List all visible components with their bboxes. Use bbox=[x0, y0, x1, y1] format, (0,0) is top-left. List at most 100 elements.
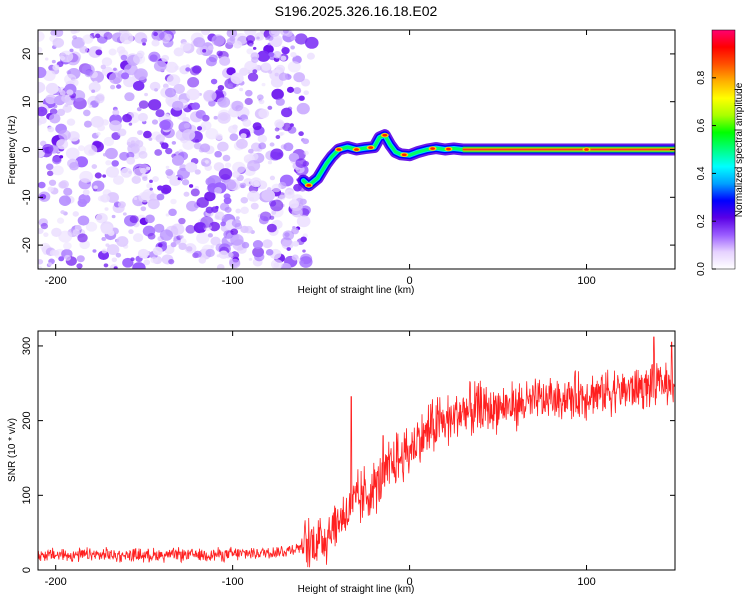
noise-blob bbox=[170, 198, 177, 205]
snr-series-line bbox=[38, 336, 675, 568]
noise-blob bbox=[207, 45, 214, 51]
noise-blob bbox=[232, 124, 238, 130]
noise-blob bbox=[245, 89, 253, 97]
noise-blob bbox=[190, 188, 200, 197]
noise-blob bbox=[103, 31, 113, 40]
noise-blob bbox=[189, 66, 201, 76]
noise-blob bbox=[88, 104, 93, 109]
noise-blob bbox=[142, 42, 146, 46]
noise-blob bbox=[72, 211, 79, 217]
noise-blob bbox=[113, 175, 124, 185]
noise-blob bbox=[90, 116, 105, 128]
noise-blob bbox=[151, 119, 159, 125]
noise-blob bbox=[231, 100, 244, 112]
snr-ylabel: SNR (10 * v/v) bbox=[7, 418, 18, 482]
noise-blob bbox=[116, 236, 129, 247]
noise-blob bbox=[112, 109, 120, 116]
noise-blob bbox=[303, 150, 309, 156]
noise-blob bbox=[170, 223, 185, 236]
noise-blob bbox=[281, 107, 293, 118]
noise-blob bbox=[145, 214, 155, 224]
snr-xtick-label: 0 bbox=[407, 576, 413, 588]
noise-blob bbox=[204, 160, 209, 164]
noise-blob bbox=[45, 82, 59, 95]
noise-blob bbox=[56, 217, 65, 224]
noise-blob bbox=[82, 109, 91, 117]
noise-blob bbox=[81, 64, 95, 76]
noise-blob bbox=[56, 139, 69, 150]
track-hotspot-core bbox=[446, 147, 451, 151]
noise-blob bbox=[247, 159, 261, 172]
noise-blob bbox=[227, 83, 234, 88]
noise-blob bbox=[219, 202, 230, 211]
noise-blob bbox=[244, 30, 257, 37]
noise-blob bbox=[62, 104, 73, 113]
noise-blob bbox=[67, 131, 80, 142]
spectrogram-ytick-label: -20 bbox=[21, 237, 33, 253]
noise-blob bbox=[137, 248, 150, 259]
noise-blob bbox=[134, 140, 144, 148]
noise-blob bbox=[154, 149, 163, 156]
noise-blob bbox=[168, 208, 177, 217]
noise-blob bbox=[143, 259, 151, 266]
noise-blob bbox=[270, 148, 284, 160]
noise-blob bbox=[202, 49, 207, 53]
noise-blob bbox=[288, 199, 300, 209]
noise-blob bbox=[113, 67, 117, 71]
noise-blob bbox=[201, 162, 206, 166]
noise-blob bbox=[257, 134, 268, 143]
noise-blob bbox=[299, 198, 307, 205]
noise-blob bbox=[124, 92, 135, 102]
noise-blob bbox=[149, 187, 153, 191]
noise-blob bbox=[187, 77, 200, 88]
noise-blob bbox=[213, 162, 225, 172]
noise-blob bbox=[230, 72, 244, 85]
noise-blob bbox=[149, 193, 159, 202]
noise-blob bbox=[286, 86, 295, 93]
noise-blob bbox=[288, 152, 300, 163]
noise-blob bbox=[48, 262, 52, 266]
noise-blob bbox=[101, 119, 109, 126]
snr-xtick-label: -100 bbox=[222, 576, 244, 588]
noise-blob bbox=[52, 64, 60, 71]
noise-blob bbox=[173, 83, 185, 94]
noise-blob bbox=[91, 164, 98, 169]
spectrogram-xlabel: Height of straight line (km) bbox=[298, 285, 415, 296]
noise-blob bbox=[178, 217, 186, 225]
noise-blob bbox=[151, 30, 165, 41]
noise-blob bbox=[247, 72, 259, 82]
noise-blob bbox=[201, 30, 211, 36]
noise-blob bbox=[153, 60, 167, 72]
noise-blob bbox=[152, 176, 159, 182]
noise-blob bbox=[47, 126, 55, 133]
noise-blob bbox=[282, 122, 292, 132]
noise-blob bbox=[235, 208, 241, 214]
noise-blob bbox=[56, 108, 66, 117]
noise-blob bbox=[217, 96, 231, 108]
noise-blob bbox=[306, 52, 315, 60]
noise-blob bbox=[298, 131, 304, 137]
noise-blob bbox=[205, 206, 214, 214]
noise-blob bbox=[59, 50, 74, 63]
noise-blob bbox=[299, 260, 304, 265]
noise-blob bbox=[281, 47, 290, 55]
noise-blob bbox=[214, 211, 225, 221]
noise-blob bbox=[69, 48, 74, 53]
noise-blob bbox=[92, 249, 97, 253]
snr-ytick-label: 100 bbox=[21, 486, 33, 504]
noise-blob bbox=[171, 155, 185, 166]
noise-blob bbox=[244, 97, 253, 106]
noise-blob bbox=[52, 249, 60, 256]
spectrogram-xtick-label: 0 bbox=[407, 275, 413, 287]
noise-blob bbox=[252, 46, 257, 50]
noise-blob bbox=[226, 67, 236, 76]
noise-blob bbox=[248, 43, 254, 48]
noise-blob bbox=[147, 198, 160, 210]
noise-blob bbox=[250, 202, 259, 210]
noise-blob bbox=[293, 87, 302, 94]
noise-blob bbox=[109, 120, 122, 132]
noise-blob bbox=[256, 50, 271, 62]
steady-band-core bbox=[462, 148, 675, 151]
noise-blob bbox=[103, 136, 115, 147]
noise-blob bbox=[271, 88, 284, 100]
